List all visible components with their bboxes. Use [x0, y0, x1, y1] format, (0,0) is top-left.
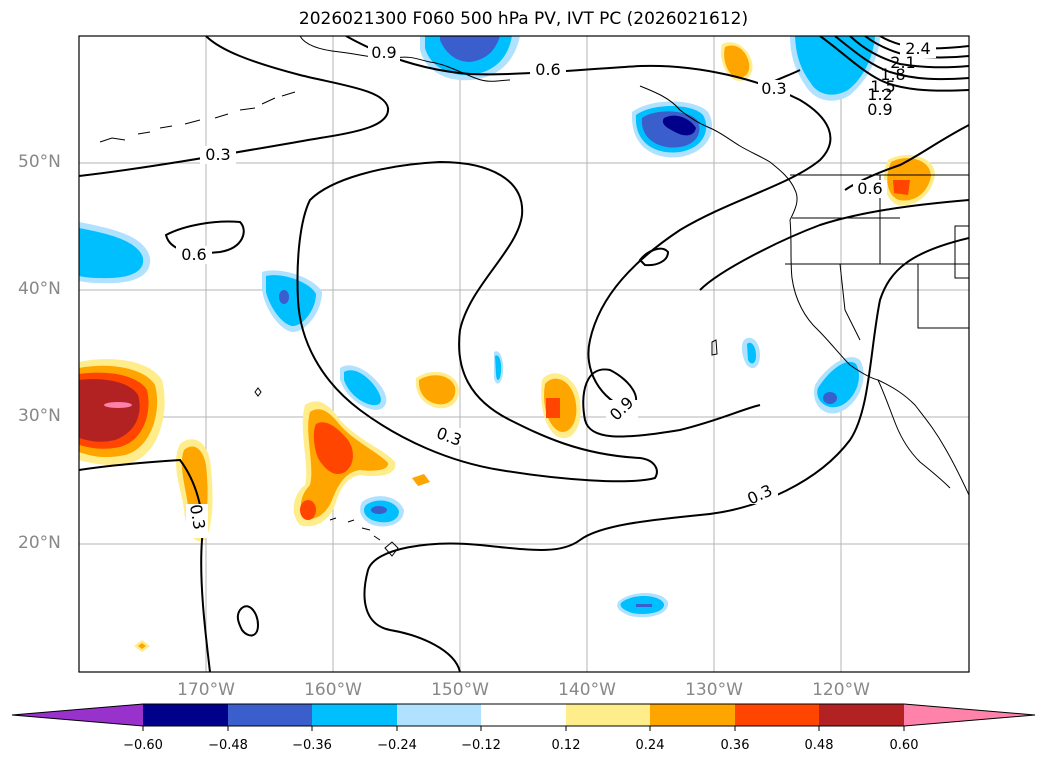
colorbar-segment-9	[819, 704, 904, 726]
islet-a	[254, 387, 262, 397]
aleutian-islands	[99, 91, 296, 143]
lat-label-50n: 50°N	[18, 152, 61, 172]
colorbar-segment-4	[397, 704, 481, 726]
colorbar-segment-8	[735, 704, 819, 726]
colorbar-arrow-low	[12, 704, 143, 726]
shading-blue-136w	[617, 593, 669, 618]
islet-b	[711, 339, 718, 356]
contour-label-3: 2.4	[905, 39, 930, 58]
colorbar-tick-label: 0.36	[720, 738, 750, 753]
contour-label-bg-14	[742, 486, 778, 504]
colorbar-tick-label: −0.36	[292, 738, 332, 753]
colorbar-tick-label: −0.48	[208, 738, 248, 753]
shading-blue-147w	[494, 351, 504, 384]
contour-label-9: 0.6	[857, 179, 882, 198]
shading-blue-157w	[340, 365, 387, 410]
colorbar-arrow-high	[904, 704, 1035, 726]
lat-label-20n: 20°N	[18, 533, 61, 553]
shading-orange-160w	[293, 401, 430, 527]
map-title: 2026021300 F060 500 hPa PV, IVT PC (2026…	[298, 9, 749, 29]
contour-label-11: 0.6	[181, 245, 206, 264]
contour-0.6-east	[699, 199, 969, 291]
colorbar	[11, 703, 1036, 731]
contour-label-bg-10	[758, 80, 790, 98]
shading-blue-127w	[741, 337, 760, 369]
graticule	[79, 36, 969, 672]
colorbar-tick-label: 0.12	[551, 738, 581, 753]
contour-small-loop	[638, 247, 670, 267]
contour-label-8: 0.9	[867, 100, 892, 119]
contour-label-bg-2	[200, 146, 236, 164]
contour-1.8	[849, 36, 969, 69]
lat-label-40n: 40°N	[18, 279, 61, 299]
colorbar-segment-1	[143, 704, 228, 726]
colorbar-tick-label: −0.12	[461, 738, 501, 753]
contour-1.2	[819, 36, 969, 92]
pv-shading	[79, 36, 935, 652]
contour-label-bg-8	[862, 100, 896, 118]
baja-coast	[877, 379, 951, 489]
contour-label-bg-3	[900, 40, 936, 58]
contour-label-bg-13	[606, 400, 638, 418]
colorbar-tick-label: 0.24	[635, 738, 665, 753]
shading-west-positive	[79, 359, 165, 465]
hawaiian-chain	[329, 517, 381, 541]
shading-blue-120w	[814, 357, 864, 414]
shading-blue-135w	[631, 101, 713, 158]
shading-orange-117w	[883, 155, 935, 206]
lat-label-30n: 30°N	[18, 406, 61, 426]
lon-label-150w: 150°W	[431, 680, 489, 700]
lon-label-140w: 140°W	[558, 680, 616, 700]
contour-label-6: 1.5	[870, 77, 895, 96]
contour-0.3-south	[79, 458, 211, 672]
lon-label-170w: 170°W	[177, 680, 235, 700]
lon-label-120w: 120°W	[812, 680, 870, 700]
contour-label-1: 0.6	[535, 60, 560, 79]
shading-blue-165w	[262, 270, 322, 333]
us-west-coast	[789, 219, 969, 496]
colorbar-ticks	[142, 726, 905, 731]
contour-1.5	[834, 36, 969, 81]
contour-label-bg-11	[176, 246, 212, 264]
contour-small-south	[236, 605, 260, 637]
coastlines	[99, 36, 969, 557]
contour-label-7: 1.2	[867, 85, 892, 104]
shading-blue-155w	[360, 496, 404, 527]
colorbar-tick-label: 0.60	[889, 738, 919, 753]
contour-label-bg-0	[368, 44, 400, 62]
shading-west-negative	[79, 222, 151, 284]
contour-label-5: 1.8	[880, 65, 905, 84]
alaska-coast	[299, 36, 511, 82]
contour-label-bg-1	[530, 61, 566, 79]
map-background	[79, 36, 969, 672]
contour-label-0: 0.9	[371, 43, 396, 62]
shading-blue-150w-north	[420, 36, 520, 81]
bc-coast	[639, 85, 798, 221]
contour-0.3-main	[363, 237, 969, 672]
colorbar-segment-7	[650, 704, 735, 726]
colorbar-segment-6	[566, 704, 650, 726]
shading-orange-142w	[541, 373, 581, 439]
contour-label-10: 0.3	[761, 79, 786, 98]
contour-label-bg-12	[431, 428, 467, 446]
shading-orange-151w	[415, 371, 459, 409]
lon-label-160w: 160°W	[304, 680, 362, 700]
contour-label-4: 2.1	[890, 53, 915, 72]
colorbar-segment-5	[481, 704, 566, 726]
contour-label-2: 0.3	[205, 145, 230, 164]
contour-label-bg-9	[853, 180, 887, 198]
colorbar-tick-label: 0.48	[804, 738, 834, 753]
shading-orange-128w	[720, 42, 753, 81]
map-frame	[78, 35, 970, 673]
contour-label-15: 0.3	[186, 503, 209, 531]
lon-label-130w: 130°W	[685, 680, 743, 700]
colorbar-segment-2	[228, 704, 312, 726]
contour-0.6-0.9-mid	[345, 36, 832, 438]
colorbar-tick-label: −0.60	[123, 738, 163, 753]
contour-label-bg-15	[186, 504, 208, 538]
contour-0.3-loop	[296, 160, 658, 483]
colorbar-tick-label: −0.24	[377, 738, 417, 753]
colorbar-segment-3	[312, 704, 397, 726]
